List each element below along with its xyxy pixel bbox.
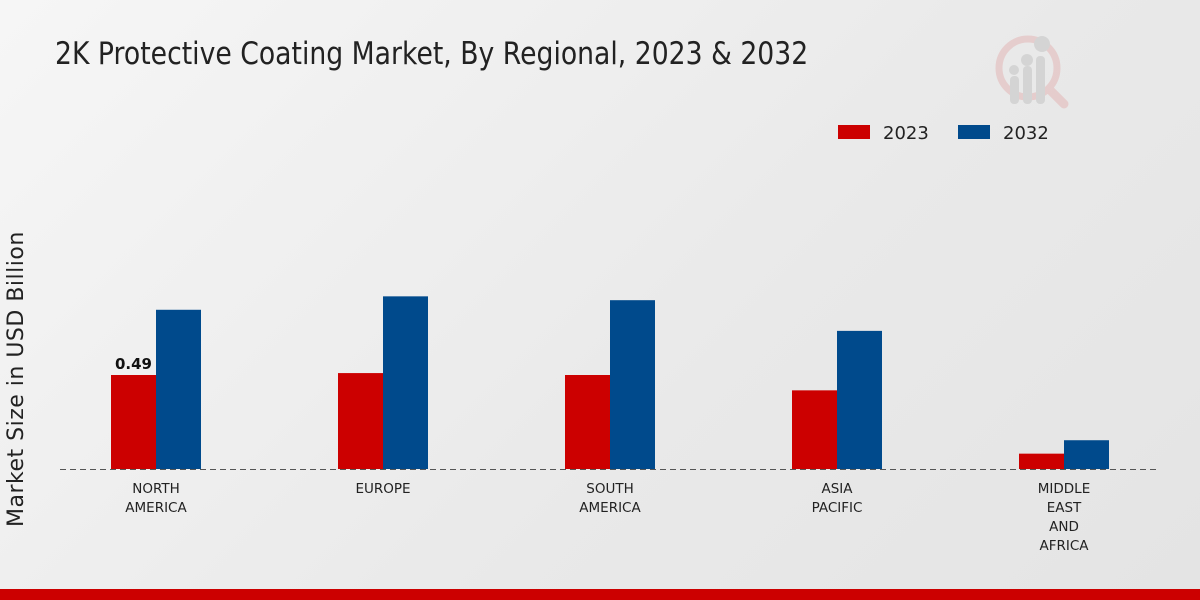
bar-2032-0 — [156, 309, 201, 469]
bars: 0.49 — [111, 296, 1109, 469]
x-tick-label: MIDDLE EAST AND AFRICA — [1038, 481, 1090, 554]
legend-swatch-2032 — [958, 125, 990, 139]
watermark-logo-icon — [995, 35, 1069, 109]
chart-title: 2K Protective Coating Market, By Regiona… — [55, 36, 809, 72]
x-tick-label: EUROPE — [355, 481, 410, 497]
legend: 2023 2032 — [838, 123, 1049, 144]
bar-2023-1 — [338, 373, 383, 469]
bar-2032-4 — [1064, 440, 1109, 469]
legend-label-2023: 2023 — [883, 123, 929, 144]
x-axis-ticks: NORTH AMERICA EUROPE SOUTH AMERICA ASIA PACIFI… — [125, 481, 1090, 554]
x-tick-label: ASIA PACIFIC — [812, 481, 863, 516]
bar-2032-3 — [837, 330, 882, 469]
legend-label-2032: 2032 — [1003, 123, 1049, 144]
bar-2023-3 — [792, 390, 837, 469]
x-tick-label: SOUTH AMERICA — [579, 481, 641, 516]
bar-2023-4 — [1019, 453, 1064, 469]
bar-2023-2 — [565, 375, 610, 469]
legend-swatch-2023 — [838, 125, 870, 139]
footer-bar — [0, 589, 1200, 600]
bar-2032-1 — [383, 296, 428, 469]
x-tick-label: NORTH AMERICA — [125, 481, 187, 516]
bar-2032-2 — [610, 300, 655, 469]
bar-2023-0 — [111, 375, 156, 469]
data-label: 0.49 — [115, 355, 152, 373]
